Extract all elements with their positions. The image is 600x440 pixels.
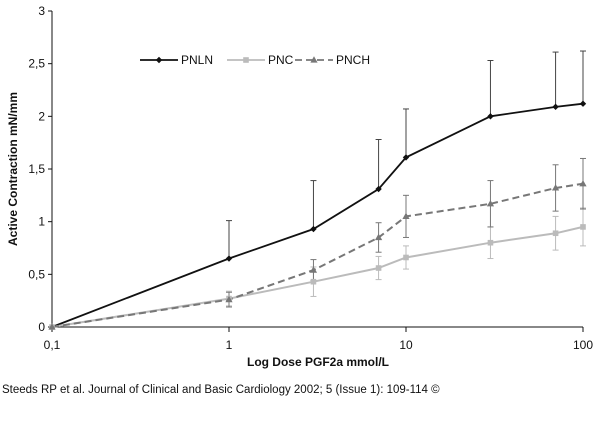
pnc-data-point xyxy=(403,254,409,261)
x-tick-label: 10 xyxy=(399,338,413,352)
x-tick-label: 100 xyxy=(573,338,593,352)
pnln-data-point xyxy=(402,154,410,161)
pnch-data-point xyxy=(225,295,233,303)
pnch-data-point xyxy=(486,199,495,207)
legend-pnln-marker xyxy=(155,56,163,64)
pnc-data-point xyxy=(310,278,317,285)
data-markers xyxy=(48,100,587,331)
pnln-data-point xyxy=(310,225,317,233)
pnln-data-point xyxy=(552,103,559,111)
pnc-series-line xyxy=(51,225,584,328)
y-tick-label: 2,5 xyxy=(28,57,45,71)
line-chart: 0 0,5 1 1,5 2 2,5 3 0,1 1 10 100 PNLN PNC PNCH Activ… xyxy=(6,4,593,369)
x-tick-label: 1 xyxy=(226,338,233,352)
pnln-data-point xyxy=(375,185,382,193)
pnc-data-point xyxy=(375,265,382,271)
legend-pnc-marker xyxy=(243,57,249,63)
legend-pnc-label: PNC xyxy=(268,53,294,67)
legend: PNLN PNC PNCH xyxy=(140,53,370,67)
y-axis-title: Active Contraction mN/mm xyxy=(6,92,20,246)
pnc-data-point xyxy=(580,224,586,230)
y-tick-label: 2 xyxy=(38,109,45,123)
pnln-series-line xyxy=(51,102,584,328)
pnln-data-point xyxy=(487,113,494,120)
pnc-data-point xyxy=(552,230,559,237)
legend-pnch-label: PNCH xyxy=(336,53,370,67)
series-lines xyxy=(51,102,584,328)
legend-pnch-marker xyxy=(310,56,318,63)
pnln-data-point xyxy=(225,255,233,262)
y-tick-label: 0 xyxy=(38,320,45,334)
x-axis-title: Log Dose PGF2a mmol/L xyxy=(247,355,389,369)
y-tick-label: 3 xyxy=(38,4,45,18)
pnc-data-point xyxy=(487,239,494,246)
legend-pnln-label: PNLN xyxy=(181,53,213,67)
pnch-data-point xyxy=(551,184,560,191)
y-tick-label: 0,5 xyxy=(28,267,45,281)
pnch-data-point xyxy=(374,233,383,241)
x-tick-label: 0,1 xyxy=(44,338,61,352)
y-tick-label: 1,5 xyxy=(28,162,45,176)
pnln-data-point xyxy=(579,100,587,107)
pnch-series-line xyxy=(51,182,584,328)
pnch-data-point xyxy=(402,212,410,219)
axes: 0 0,5 1 1,5 2 2,5 3 0,1 1 10 100 xyxy=(28,4,593,352)
pnch-data-point xyxy=(579,179,587,187)
pnch-data-point xyxy=(48,323,56,330)
error-bars xyxy=(226,50,586,308)
source-caption: Steeds RP et al. Journal of Clinical and… xyxy=(2,384,440,396)
pnch-data-point xyxy=(309,266,318,273)
y-tick-label: 1 xyxy=(38,215,45,229)
